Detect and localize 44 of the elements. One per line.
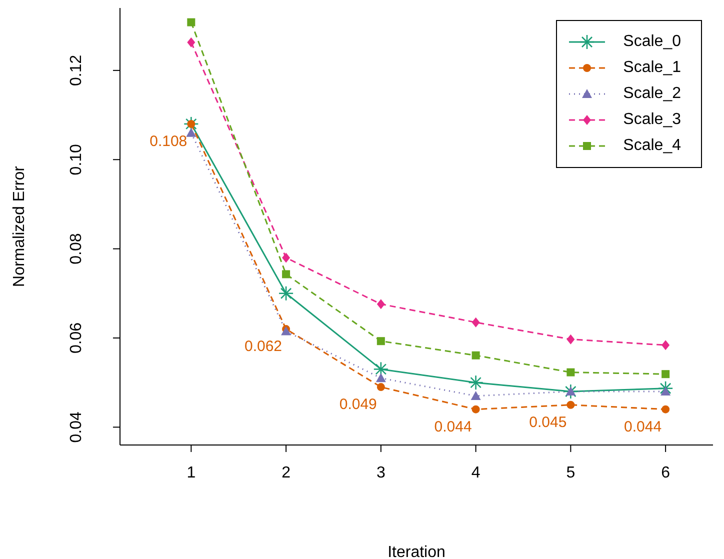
point <box>566 334 575 344</box>
y-tick-label: 0.08 <box>68 233 85 264</box>
point <box>660 386 671 396</box>
legend-label: Scale_0 <box>623 33 681 51</box>
y-tick-label: 0.10 <box>68 144 85 176</box>
x-tick-label: 3 <box>376 464 386 482</box>
point <box>470 390 481 400</box>
point <box>376 337 385 346</box>
y-tick-label: 0.04 <box>68 411 85 443</box>
point <box>186 128 196 137</box>
legend-label: Scale_4 <box>623 137 681 155</box>
x-tick-label: 2 <box>282 464 291 482</box>
x-tick-label: 4 <box>471 464 480 482</box>
point <box>662 370 670 378</box>
point <box>187 37 196 48</box>
point <box>472 405 480 414</box>
data-label: 0.045 <box>529 414 567 431</box>
x-axis-title: Iteration <box>388 544 446 559</box>
point <box>566 368 575 376</box>
point <box>376 299 385 310</box>
point <box>472 317 480 328</box>
point <box>282 270 290 278</box>
legend-label: Scale_3 <box>623 111 681 129</box>
data-label: 0.044 <box>434 418 472 436</box>
x-tick-label: 1 <box>186 464 196 482</box>
x-tick-label: 6 <box>661 464 670 482</box>
data-label: 0.049 <box>339 396 377 414</box>
y-axis-title: Normalized Error <box>11 165 28 287</box>
data-label: 0.108 <box>150 132 188 150</box>
point <box>566 400 575 409</box>
legend-label: Scale_1 <box>623 59 681 77</box>
legend-label: Scale_2 <box>623 85 681 103</box>
point <box>662 405 670 414</box>
y-tick-label: 0.06 <box>68 322 85 354</box>
point <box>187 18 196 26</box>
y-tick-label: 0.12 <box>68 54 85 86</box>
point <box>282 252 290 263</box>
point <box>376 383 385 392</box>
data-label: 0.062 <box>244 338 282 356</box>
x-tick-label: 5 <box>566 464 576 482</box>
data-label: 0.044 <box>624 418 662 436</box>
point <box>472 351 480 360</box>
point <box>662 340 670 350</box>
point <box>376 373 386 382</box>
